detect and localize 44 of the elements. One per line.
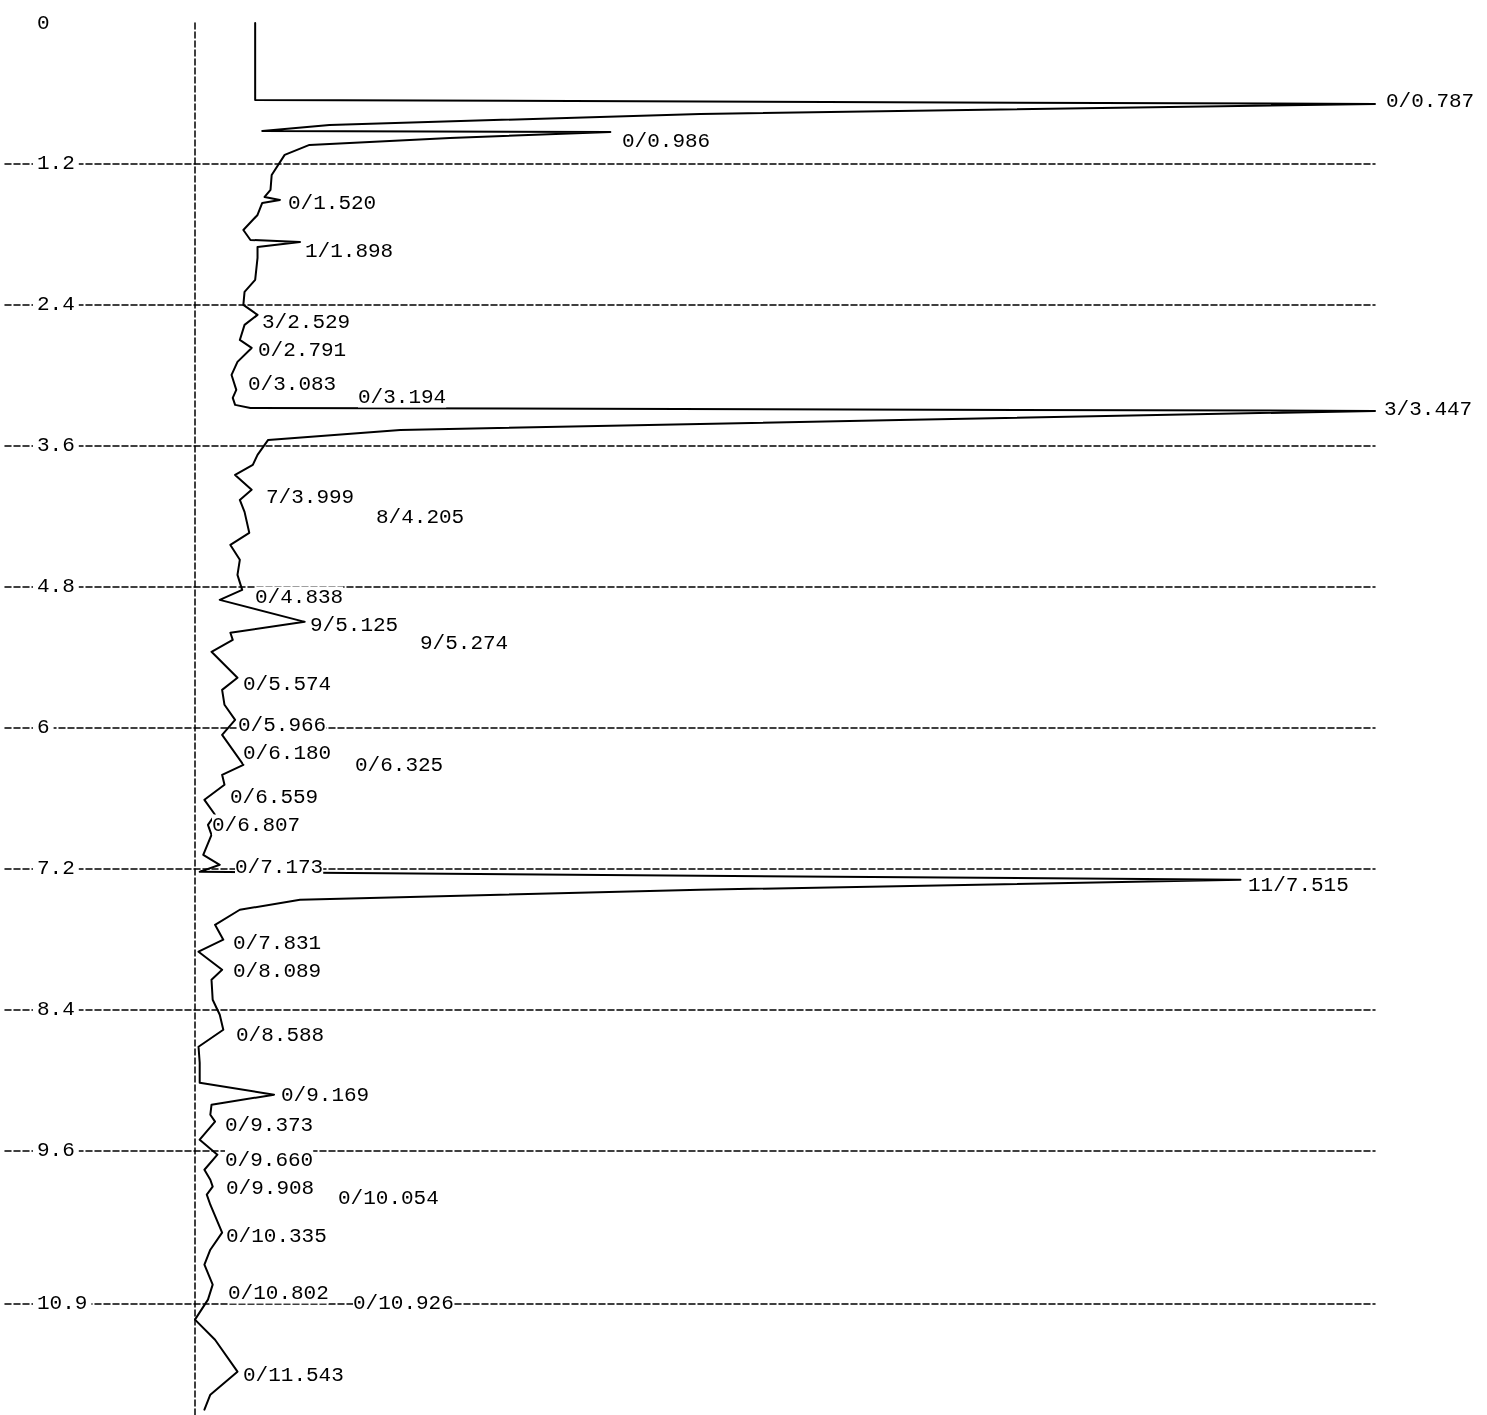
annotation: 0/6.807 [212, 813, 301, 837]
annotation: 0/7.173 [235, 855, 324, 879]
annotation: 0/9.660 [225, 1148, 314, 1172]
annotation: 9/5.274 [420, 631, 509, 655]
annotation: 11/7.515 [1248, 873, 1349, 897]
text: 3/3.447 [1384, 397, 1473, 421]
annotation: 0/8.089 [233, 959, 322, 983]
annotation: 0/9.373 [225, 1113, 314, 1137]
y-tick-label: 7.2 [37, 857, 75, 881]
annotation: 0/1.520 [288, 191, 377, 215]
y-tick-label: 2.4 [37, 293, 75, 317]
y-tick-label: 3.6 [37, 434, 75, 458]
text: 0/0.787 [1386, 89, 1475, 113]
y-tick-label: 9.6 [37, 1139, 75, 1163]
annotation: 0/2.791 [258, 338, 347, 362]
annotation: 7/3.999 [266, 485, 355, 509]
y-tick-label: 0 [37, 11, 50, 35]
y-tick-label: 6 [37, 716, 50, 740]
annotation: 0/7.831 [233, 931, 322, 955]
annotation: 0/5.574 [243, 672, 332, 696]
annotation: 3/2.529 [262, 310, 351, 334]
annotation: 0/9.908 [226, 1176, 315, 1200]
annotation: 0/6.180 [243, 741, 332, 765]
annotation: 0/6.325 [355, 753, 444, 777]
y-tick-label: 4.8 [37, 575, 75, 599]
annotation: 0/3.083 [248, 372, 337, 396]
annotation: 0/10.335 [226, 1224, 327, 1248]
annotation: 0/5.966 [238, 713, 327, 737]
annotation: 0/10.802 [228, 1281, 329, 1305]
annotation: 1/1.898 [305, 239, 394, 263]
annotation: 8/4.205 [376, 505, 465, 529]
annotation: 0/8.588 [236, 1023, 325, 1047]
annotation: 9/5.125 [310, 613, 399, 637]
y-tick-label: 1.2 [37, 152, 75, 176]
annotation: 0/10.054 [338, 1186, 439, 1210]
annotation: 0/11.543 [243, 1363, 344, 1387]
annotation: 0/3.194 [358, 385, 447, 409]
annotation: 0/10.926 [353, 1291, 454, 1315]
annotation: 0/9.169 [281, 1083, 370, 1107]
annotation: 0/0.986 [622, 129, 711, 153]
annotation: 0/6.559 [230, 785, 319, 809]
annotation: 0/4.838 [255, 585, 344, 609]
y-tick-label: 8.4 [37, 998, 75, 1022]
y-tick-label: 10.9 [37, 1291, 88, 1315]
